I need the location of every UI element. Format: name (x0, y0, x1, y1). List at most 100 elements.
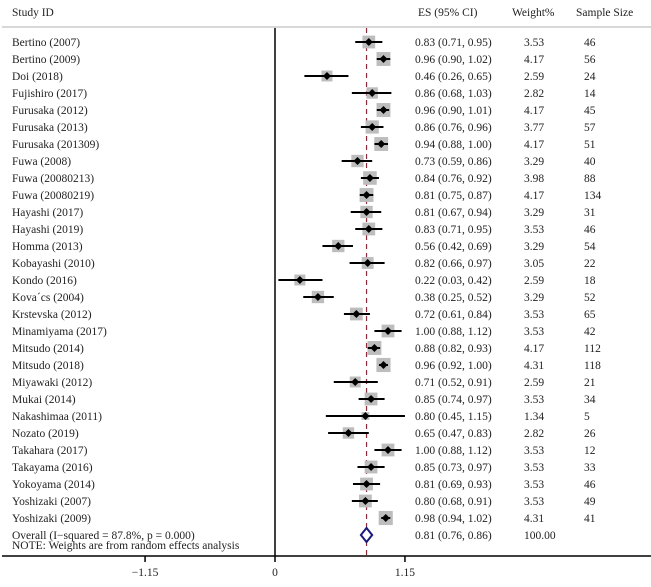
note-text: NOTE: Weights are from random effects an… (12, 540, 240, 552)
weight-value: 3.53 (524, 445, 544, 457)
study-label: Kova´cs (2004) (12, 292, 84, 304)
es-ci-value: 0.22 (0.03, 0.42) (415, 275, 492, 287)
sample-size-value: 134 (584, 190, 602, 202)
es-ci-value: 0.81 (0.67, 0.94) (415, 207, 492, 219)
es-ci-value: 0.83 (0.71, 0.95) (415, 37, 492, 49)
sample-size-value: 18 (584, 275, 596, 287)
weight-value: 3.53 (524, 462, 544, 474)
point-estimate (377, 140, 386, 148)
header-study-id: Study ID (12, 7, 54, 19)
es-ci-value: 0.96 (0.92, 1.00) (415, 360, 492, 372)
es-ci-value: 0.86 (0.76, 0.96) (415, 122, 492, 134)
study-label: Mitsudo (2014) (12, 343, 84, 355)
sample-size-value: 57 (584, 122, 596, 134)
weight-value: 2.59 (524, 71, 544, 83)
weight-value: 3.53 (524, 479, 544, 491)
sample-size-value: 46 (584, 479, 596, 491)
sample-size-value: 88 (584, 173, 596, 185)
weight-value: 3.29 (524, 241, 544, 253)
x-tick-label: 1.15 (395, 567, 415, 579)
es-ci-value: 1.00 (0.88, 1.12) (415, 326, 492, 338)
weight-value: 3.29 (524, 292, 544, 304)
sample-size-value: 45 (584, 105, 596, 117)
study-label: Nakashimaa (2011) (12, 411, 102, 423)
point-estimate (334, 242, 343, 250)
study-label: Homma (2013) (12, 241, 83, 253)
es-ci-value: 0.72 (0.61, 0.84) (415, 309, 492, 321)
es-ci-value: 0.85 (0.73, 0.97) (415, 462, 492, 474)
point-estimate (379, 361, 388, 369)
es-ci-value: 0.96 (0.90, 1.02) (415, 54, 492, 66)
sample-size-value: 26 (584, 428, 596, 440)
es-ci-value: 0.38 (0.25, 0.52) (415, 292, 492, 304)
point-estimate (365, 174, 374, 182)
weight-value: 4.17 (524, 105, 544, 117)
es-ci-value: 0.84 (0.76, 0.92) (415, 173, 492, 185)
sample-size-value: 31 (584, 207, 596, 219)
point-estimate (362, 208, 371, 216)
study-label: Fujishiro (2017) (12, 88, 87, 100)
point-estimate (368, 89, 377, 97)
weight-value: 3.53 (524, 496, 544, 508)
study-label: Krstevska (2012) (12, 309, 92, 321)
es-ci-value: 0.86 (0.68, 1.03) (415, 88, 492, 100)
es-ci-value: 0.80 (0.68, 0.91) (415, 496, 492, 508)
es-ci-value: 0.96 (0.90, 1.01) (415, 105, 492, 117)
point-estimate (322, 72, 331, 80)
es-ci-value: 0.71 (0.52, 0.91) (415, 377, 492, 389)
study-label: Furusaka (2013) (12, 122, 88, 134)
sample-size-value: 46 (584, 224, 596, 236)
overall-label: Overall (I−squared = 87.8%, p = 0.000) (12, 530, 195, 542)
es-ci-value: 0.65 (0.47, 0.83) (415, 428, 492, 440)
study-label: Mukai (2014) (12, 394, 76, 406)
weight-value: 4.31 (524, 360, 544, 372)
weight-value: 3.53 (524, 394, 544, 406)
sample-size-value: 65 (584, 309, 596, 321)
es-ci-value: 1.00 (0.88, 1.12) (415, 445, 492, 457)
sample-size-value: 41 (584, 513, 596, 525)
es-ci-value: 0.94 (0.88, 1.00) (415, 139, 492, 151)
study-label: Hayashi (2019) (12, 224, 83, 236)
point-estimate (313, 293, 322, 301)
study-label: Fuwa (2008) (12, 156, 71, 168)
point-estimate (352, 310, 361, 318)
weight-value: 3.29 (524, 156, 544, 168)
study-label: Hayashi (2017) (12, 207, 83, 219)
sample-size-value: 34 (584, 394, 596, 406)
point-estimate (362, 480, 371, 488)
sample-size-value: 12 (584, 445, 596, 457)
sample-size-value: 24 (584, 71, 596, 83)
es-ci-value: 0.85 (0.74, 0.97) (415, 394, 492, 406)
point-estimate (364, 225, 373, 233)
es-ci-value: 0.88 (0.82, 0.93) (415, 343, 492, 355)
point-estimate (381, 514, 390, 522)
point-estimate (363, 259, 372, 267)
weight-value: 4.17 (524, 139, 544, 151)
sample-size-value: 49 (584, 496, 596, 508)
es-ci-value: 0.73 (0.59, 0.86) (415, 156, 492, 168)
sample-size-value: 56 (584, 54, 596, 66)
sample-size-value: 21 (584, 377, 596, 389)
es-ci-value: 0.83 (0.71, 0.95) (415, 224, 492, 236)
es-ci-value: 0.98 (0.94, 1.02) (415, 513, 492, 525)
overall-diamond (359, 526, 374, 544)
study-label: Bertino (2009) (12, 54, 80, 66)
weight-value: 4.17 (524, 343, 544, 355)
study-label: Furusaka (2012) (12, 105, 88, 117)
es-ci-value: 0.81 (0.69, 0.93) (415, 479, 492, 491)
study-label: Kondo (2016) (12, 275, 77, 287)
study-label: Kobayashi (2010) (12, 258, 95, 270)
study-label: Furusaka (201309) (12, 139, 99, 151)
header-sample-size: Sample Size (576, 7, 633, 19)
study-label: Fuwa (20080219) (12, 190, 94, 202)
point-estimate (370, 344, 379, 352)
x-tick-label: 0 (272, 567, 278, 579)
sample-size-value: 52 (584, 292, 596, 304)
weight-value: 3.53 (524, 326, 544, 338)
weight-value: 4.31 (524, 513, 544, 525)
sample-size-value: 5 (584, 411, 590, 423)
weight-value: 3.53 (524, 37, 544, 49)
overall-es-ci-value: 0.81 (0.76, 0.86) (415, 530, 492, 542)
sample-size-value: 42 (584, 326, 596, 338)
